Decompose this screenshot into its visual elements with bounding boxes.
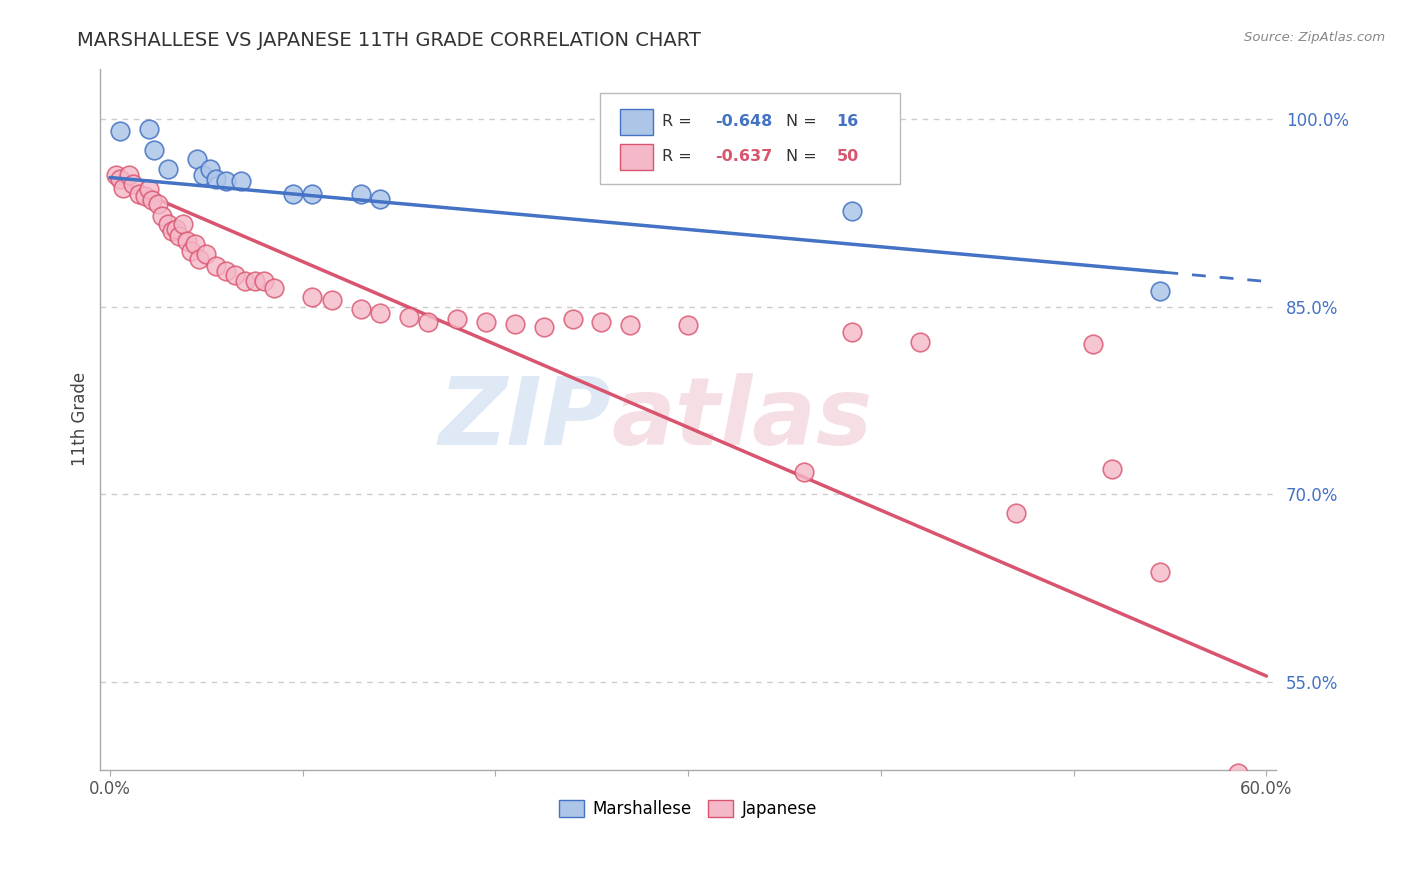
FancyBboxPatch shape (600, 93, 900, 185)
Text: -0.637: -0.637 (716, 149, 772, 164)
Point (263, 281, 285, 295)
Point (172, 217, 194, 231)
Point (1081, 337, 1104, 351)
Text: R =: R = (662, 149, 697, 164)
Point (156, 161, 179, 176)
Point (214, 174, 236, 188)
Point (793, 465, 815, 479)
Point (321, 293, 343, 308)
Point (1226, 765, 1249, 780)
Point (349, 186, 371, 201)
Point (180, 244, 202, 259)
Point (1149, 565, 1171, 579)
Point (150, 210, 173, 224)
Point (281, 186, 304, 201)
Point (156, 217, 179, 231)
Point (160, 224, 183, 238)
Point (1005, 506, 1028, 520)
Point (908, 334, 931, 349)
Text: R =: R = (662, 114, 697, 129)
Point (134, 189, 156, 203)
Point (138, 182, 160, 196)
Point (205, 171, 228, 186)
Bar (620, 109, 652, 136)
Text: Source: ZipAtlas.com: Source: ZipAtlas.com (1244, 31, 1385, 45)
Text: N =: N = (786, 149, 821, 164)
Point (143, 143, 166, 157)
Point (224, 268, 246, 283)
Text: N =: N = (786, 114, 821, 129)
Point (200, 161, 222, 176)
Point (446, 312, 468, 326)
Point (176, 235, 198, 249)
Point (301, 289, 323, 303)
Text: 16: 16 (837, 114, 859, 129)
Point (841, 204, 863, 219)
Point (169, 229, 191, 244)
Point (475, 314, 498, 328)
Point (108, 171, 131, 186)
Point (619, 318, 641, 333)
Point (349, 301, 371, 316)
Point (191, 168, 214, 182)
Point (229, 174, 252, 188)
Point (108, 124, 131, 138)
Point (118, 168, 141, 182)
Point (214, 264, 236, 278)
Point (128, 186, 150, 201)
Point (104, 168, 127, 182)
Point (184, 236, 207, 251)
Point (253, 275, 276, 289)
Point (243, 275, 266, 289)
Point (112, 180, 135, 194)
Point (368, 192, 391, 206)
Y-axis label: 11th Grade: 11th Grade (72, 372, 89, 467)
Text: ZIP: ZIP (439, 373, 612, 466)
Point (301, 186, 323, 201)
Point (416, 314, 439, 328)
Text: MARSHALLESE VS JAPANESE 11TH GRADE CORRELATION CHART: MARSHALLESE VS JAPANESE 11TH GRADE CORRE… (77, 31, 702, 50)
Point (841, 325, 863, 339)
Point (165, 222, 187, 236)
Point (146, 196, 169, 211)
Point (205, 260, 228, 274)
Point (591, 314, 613, 328)
Text: atlas: atlas (612, 373, 873, 466)
Point (141, 193, 163, 207)
Point (122, 177, 145, 191)
Point (533, 319, 555, 334)
Text: 50: 50 (837, 149, 859, 164)
Legend: Marshallese, Japanese: Marshallese, Japanese (553, 793, 824, 825)
Point (368, 306, 391, 320)
Bar (620, 144, 652, 170)
Point (1149, 285, 1171, 299)
Point (138, 121, 160, 136)
Point (398, 310, 420, 324)
Point (186, 152, 208, 166)
Point (676, 318, 699, 333)
Point (1101, 462, 1123, 476)
Text: -0.648: -0.648 (716, 114, 772, 129)
Point (187, 252, 209, 266)
Point (561, 312, 583, 326)
Point (503, 317, 526, 331)
Point (195, 247, 218, 261)
Point (233, 275, 256, 289)
